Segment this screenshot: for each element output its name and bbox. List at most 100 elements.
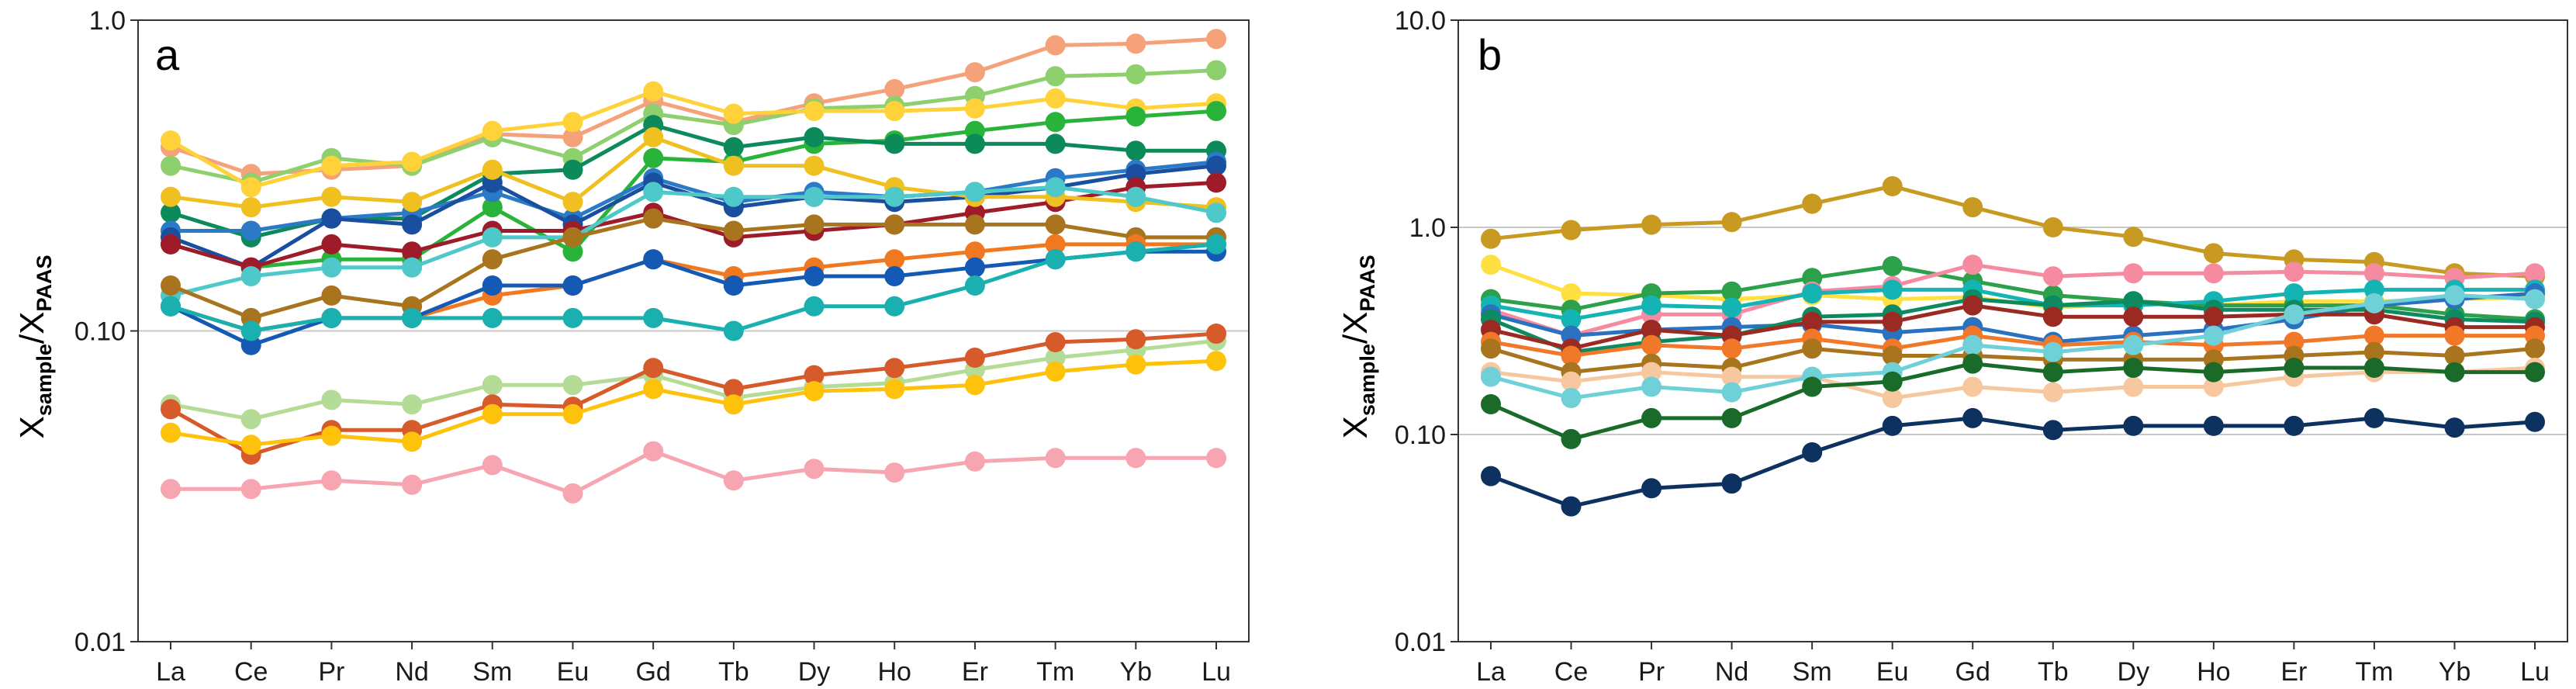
point-a18-La bbox=[161, 479, 181, 500]
point-b7-Dy bbox=[2123, 291, 2144, 312]
point-a12-Tm bbox=[1045, 234, 1066, 254]
point-a15-Pr bbox=[321, 390, 342, 410]
x-tick-label-b-Ho: Ho bbox=[2197, 657, 2230, 687]
point-a14-Ho bbox=[884, 296, 905, 317]
point-b13-Sm bbox=[1802, 376, 1823, 397]
point-a3-Tm bbox=[1045, 88, 1066, 109]
y-ticks-b: 0.01 0.10 1.0 10.0 bbox=[1395, 6, 1458, 657]
point-a9-Ce bbox=[240, 197, 261, 218]
point-b13-Nd bbox=[1721, 407, 1742, 428]
point-b12-Er bbox=[2284, 304, 2305, 325]
point-a17-Eu bbox=[562, 403, 583, 424]
x-tick-label-a-Pr: Pr bbox=[318, 657, 344, 687]
point-a3-Tb bbox=[723, 103, 744, 124]
point-b1-Pr bbox=[1641, 214, 1662, 235]
x-tick-label-a-Tm: Tm bbox=[1036, 657, 1074, 687]
point-b13-Gd bbox=[1962, 353, 1983, 374]
point-a1-Ho bbox=[884, 78, 905, 99]
point-b14-La bbox=[1481, 466, 1501, 486]
point-a17-Yb bbox=[1125, 354, 1146, 375]
series-line-a18 bbox=[171, 449, 1216, 496]
x-tick-label-b-Tb: Tb bbox=[2038, 657, 2069, 687]
point-a14-Yb bbox=[1125, 241, 1146, 262]
y-tick-label-b-0: 0.01 bbox=[1395, 628, 1446, 657]
point-b2-La bbox=[1481, 254, 1501, 275]
point-b13-Dy bbox=[2123, 358, 2144, 378]
series-line-a2 bbox=[170, 68, 1217, 185]
point-b13-Ho bbox=[2203, 362, 2224, 383]
point-a16-Tb bbox=[723, 379, 744, 400]
point-a4-Lu bbox=[1206, 101, 1226, 122]
point-a13-Gd bbox=[643, 249, 664, 270]
x-tick-label-b-Yb: Yb bbox=[2439, 657, 2471, 687]
series-line-b4 bbox=[1490, 262, 2536, 338]
point-a9-Pr bbox=[321, 186, 342, 207]
point-a4-Yb bbox=[1125, 106, 1146, 127]
point-a4-Gd bbox=[643, 147, 664, 168]
point-a10-Gd bbox=[643, 182, 664, 203]
point-a8-Nd bbox=[402, 241, 423, 262]
point-a10-Sm bbox=[482, 227, 503, 248]
point-a1-Lu bbox=[1206, 29, 1226, 50]
series-line-b10 bbox=[1490, 346, 2536, 375]
x-tick-label-a-Lu: Lu bbox=[1202, 657, 1231, 687]
point-b4-Lu bbox=[2525, 263, 2545, 284]
point-b14-Yb bbox=[2444, 417, 2465, 438]
point-b12-La bbox=[1481, 366, 1501, 387]
point-a18-Pr bbox=[321, 470, 342, 491]
point-a16-Ho bbox=[884, 358, 905, 379]
point-b13-Pr bbox=[1641, 407, 1662, 428]
point-a14-Eu bbox=[562, 307, 583, 328]
point-b5-Sm bbox=[1802, 283, 1823, 304]
point-b4-Gd bbox=[1962, 254, 1983, 275]
point-b11-Nd bbox=[1721, 366, 1742, 387]
point-a8-Lu bbox=[1206, 172, 1226, 193]
point-a1-Er bbox=[964, 62, 985, 83]
point-a10-Er bbox=[964, 182, 985, 203]
point-a18-Eu bbox=[562, 483, 583, 504]
point-a9-Gd bbox=[643, 126, 664, 147]
y-tick-label-b-1: 0.10 bbox=[1395, 421, 1446, 450]
point-a9-Tb bbox=[723, 155, 744, 176]
point-b14-Nd bbox=[1721, 473, 1742, 494]
series-line-a15 bbox=[170, 338, 1217, 421]
point-b12-Tm bbox=[2363, 293, 2384, 313]
series-line-b9 bbox=[1490, 334, 2535, 358]
point-a10-Nd bbox=[402, 257, 423, 278]
series-a3 bbox=[161, 81, 1226, 198]
point-b14-Ce bbox=[1561, 496, 1582, 517]
point-a11-La bbox=[161, 275, 181, 296]
panel-b: Xsample/XPAAS 0.01 0.10 1.0 10.0 La Ce Pr Nd Sm… bbox=[1336, 6, 2568, 687]
point-b13-Tm bbox=[2363, 358, 2384, 378]
point-b14-Dy bbox=[2123, 415, 2144, 436]
plot-frame-b bbox=[1457, 19, 2568, 642]
point-b9-Ce bbox=[1561, 345, 1582, 366]
point-a17-Dy bbox=[804, 381, 825, 402]
point-a16-Er bbox=[964, 348, 985, 368]
x-tick-label-a-Ce: Ce bbox=[234, 657, 268, 687]
x-ticks-b: La Ce Pr Nd Sm Eu Gd Tb Dy Ho Er Tm Yb Lu bbox=[1476, 642, 2550, 687]
point-a17-Pr bbox=[321, 425, 342, 446]
point-a1-Yb bbox=[1125, 33, 1146, 54]
point-b5-Eu bbox=[1882, 279, 1903, 300]
series-a2 bbox=[161, 60, 1226, 193]
point-a5-Yb bbox=[1125, 140, 1146, 161]
point-a3-Gd bbox=[643, 81, 664, 102]
point-a14-Nd bbox=[402, 307, 423, 328]
point-a10-Pr bbox=[321, 257, 342, 278]
point-a11-Tb bbox=[723, 220, 744, 241]
y-tick-label-b-2: 1.0 bbox=[1409, 213, 1446, 243]
point-a16-Gd bbox=[643, 358, 664, 379]
point-a3-Nd bbox=[402, 151, 423, 172]
point-b1-Tb bbox=[2042, 217, 2063, 237]
series-line-a9 bbox=[170, 135, 1217, 209]
series-line-a3 bbox=[169, 89, 1217, 189]
point-a3-Ho bbox=[884, 101, 905, 122]
point-b1-Ce bbox=[1561, 220, 1582, 241]
point-a14-Gd bbox=[643, 307, 664, 328]
point-b8-Eu bbox=[1882, 311, 1903, 332]
point-a9-Eu bbox=[562, 192, 583, 213]
point-a5-La bbox=[161, 203, 181, 223]
point-a18-Dy bbox=[804, 459, 825, 480]
point-a17-Nd bbox=[402, 431, 423, 452]
